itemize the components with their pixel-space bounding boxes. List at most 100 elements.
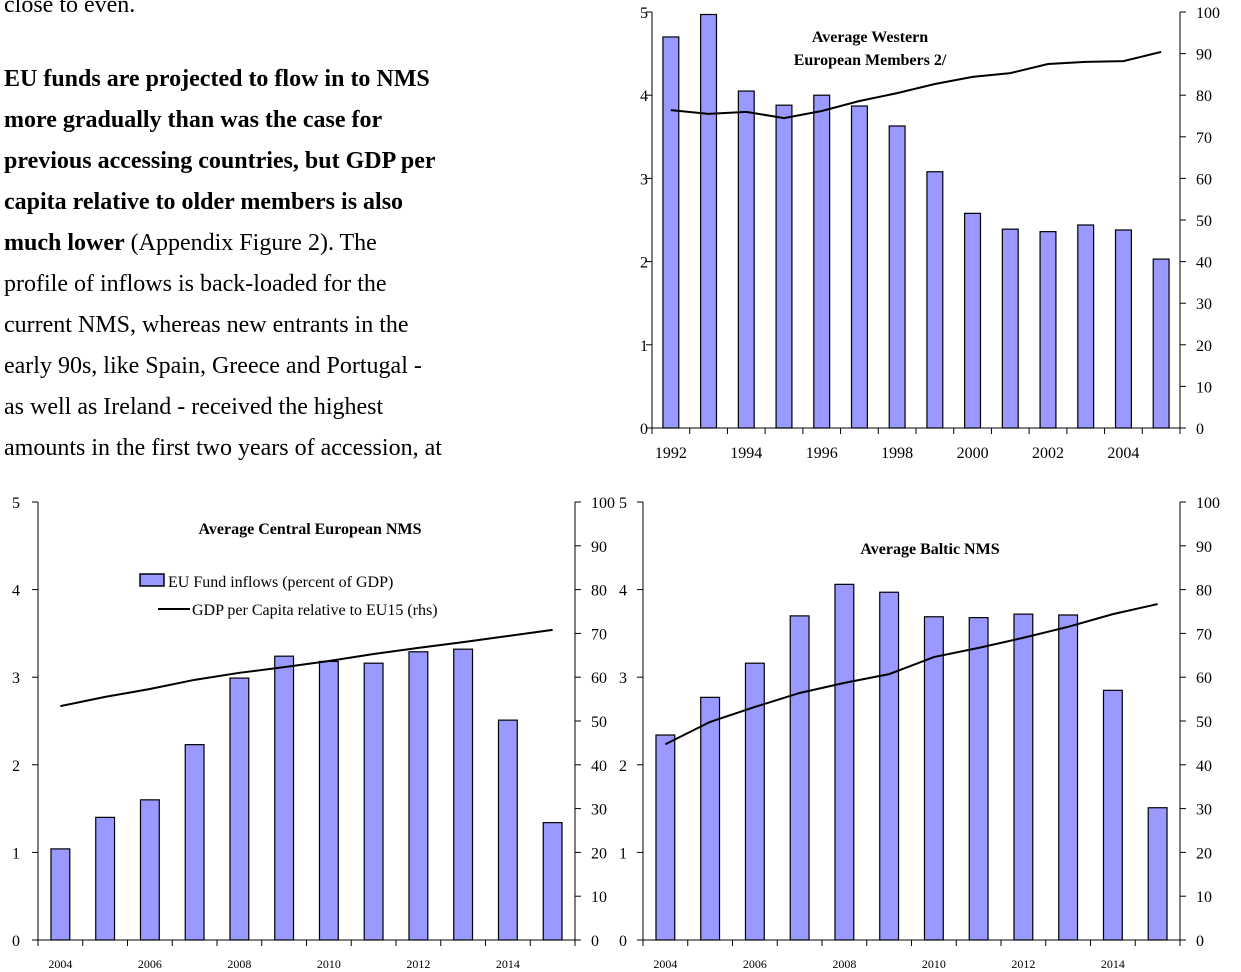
bold-text: capita relative to older members is also (4, 189, 403, 215)
y2-tick-label: 70 (591, 626, 607, 643)
y2-tick-label: 80 (591, 583, 607, 600)
bold-text: previous accessing countries, but GDP pe… (4, 148, 436, 174)
paragraph-line: amounts in the first two years of access… (4, 435, 442, 461)
bar (363, 662, 384, 941)
y2-tick-label: 90 (1196, 539, 1212, 556)
bar (926, 171, 944, 429)
y2-tick-label: 50 (1196, 714, 1212, 731)
bar (1102, 689, 1123, 941)
y2-tick-label: 10 (1196, 889, 1212, 906)
y2-tick-label: 100 (591, 495, 615, 512)
legend-swatch (139, 573, 165, 587)
legend-label: GDP per Capita relative to EU15 (rhs) (192, 602, 438, 619)
x-tick-label: 2014 (496, 957, 520, 971)
legend-label: EU Fund inflows (percent of GDP) (168, 574, 393, 591)
bar (775, 104, 793, 429)
bar (813, 94, 831, 429)
x-tick-label: 2012 (1011, 957, 1035, 971)
y2-tick-label: 30 (1196, 802, 1212, 819)
paragraph-line: close to even. (4, 0, 135, 18)
bar (744, 662, 765, 941)
bar (497, 719, 518, 941)
line-series (670, 50, 1162, 120)
chart-title: Average Central European NMS (199, 521, 422, 538)
bar (850, 105, 868, 429)
bar (139, 799, 160, 941)
y2-tick-label: 40 (1196, 758, 1212, 775)
bar (1152, 258, 1170, 429)
paragraph-line: early 90s, like Spain, Greece and Portug… (4, 353, 422, 379)
y-tick-label: 2 (640, 255, 648, 272)
bar (1013, 613, 1034, 941)
y-tick-label: 3 (619, 670, 627, 687)
x-tick-label: 2008 (227, 957, 251, 971)
x-tick-label: 1996 (806, 445, 838, 462)
x-tick-label: 2000 (957, 445, 989, 462)
bar (318, 660, 339, 941)
y2-tick-label: 100 (1196, 5, 1220, 22)
bar (700, 13, 718, 429)
bar (453, 648, 474, 941)
bar (1001, 228, 1019, 429)
y2-tick-label: 90 (591, 539, 607, 556)
bar (184, 744, 205, 941)
y2-tick-label: 30 (1196, 296, 1212, 313)
bar (834, 583, 855, 941)
x-tick-label: 2010 (317, 957, 341, 971)
y2-tick-label: 10 (1196, 379, 1212, 396)
x-tick-label: 2006 (138, 957, 162, 971)
y2-tick-label: 50 (1196, 213, 1212, 230)
x-tick-label: 2004 (48, 957, 72, 971)
x-tick-label: 2002 (1032, 445, 1064, 462)
x-tick-label: 2008 (832, 957, 856, 971)
y2-tick-label: 90 (1196, 47, 1212, 64)
chart-title: European Members 2/ (794, 52, 947, 69)
y-tick-label: 1 (640, 338, 648, 355)
bar (789, 615, 810, 941)
y2-tick-label: 10 (591, 889, 607, 906)
y-tick-label: 0 (619, 933, 627, 950)
y2-tick-label: 0 (1196, 421, 1204, 438)
paragraph-line: more gradually than was the case for (4, 107, 383, 133)
y-tick-label: 1 (619, 845, 627, 862)
y-tick-label: 5 (12, 495, 20, 512)
x-tick-label: 1992 (655, 445, 687, 462)
bar (879, 591, 900, 941)
y-tick-label: 4 (619, 583, 627, 600)
x-tick-label: 2010 (922, 957, 946, 971)
y2-tick-label: 20 (591, 845, 607, 862)
x-tick-label: 2006 (743, 957, 767, 971)
x-tick-label: 2004 (653, 957, 677, 971)
bar (1058, 614, 1079, 941)
y2-tick-label: 70 (1196, 626, 1212, 643)
x-tick-label: 2012 (406, 957, 430, 971)
paragraph-line: capita relative to older members is also (4, 189, 403, 215)
x-tick-label: 1994 (730, 445, 762, 462)
body-text: (Appendix Figure 2). The (131, 230, 377, 256)
bar (968, 617, 989, 941)
paragraph-line: much lower (Appendix Figure 2). The (4, 230, 377, 256)
y2-tick-label: 60 (1196, 670, 1212, 687)
bar (964, 212, 982, 429)
y2-tick-label: 50 (591, 714, 607, 731)
y2-tick-label: 30 (591, 802, 607, 819)
bar (1147, 807, 1168, 941)
x-tick-label: 2004 (1107, 445, 1139, 462)
y2-tick-label: 100 (1196, 495, 1220, 512)
bar (95, 816, 116, 941)
bar (888, 125, 906, 429)
y-tick-label: 2 (619, 758, 627, 775)
y2-tick-label: 0 (591, 933, 599, 950)
y2-tick-label: 20 (1196, 338, 1212, 355)
bar (700, 696, 721, 941)
bar (1114, 229, 1132, 429)
chart-title: Average Baltic NMS (860, 541, 999, 558)
paragraph-line: current NMS, whereas new entrants in the (4, 312, 409, 338)
x-tick-label: 1998 (881, 445, 913, 462)
y2-tick-label: 80 (1196, 583, 1212, 600)
y-tick-label: 5 (619, 495, 627, 512)
y2-tick-label: 60 (1196, 171, 1212, 188)
x-tick-label: 2014 (1101, 957, 1125, 971)
paragraph-line: as well as Ireland - received the highes… (4, 394, 384, 420)
